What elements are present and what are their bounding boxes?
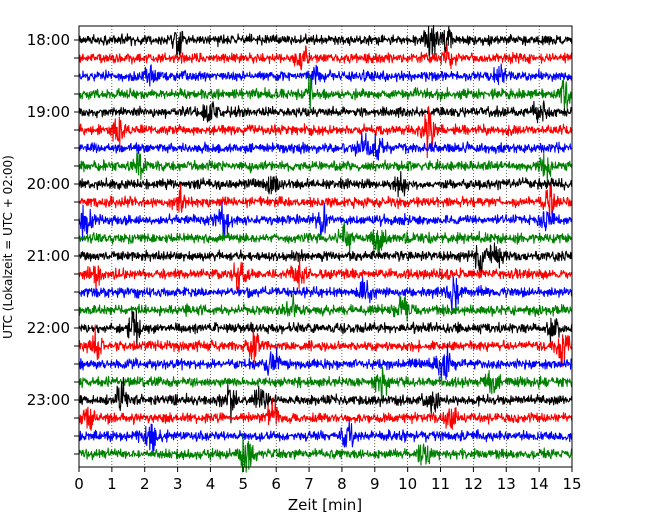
trace-row-2015 — [78, 183, 573, 221]
y-tick-label-2200: 22:00 — [27, 319, 70, 337]
trace-row-2315 — [78, 397, 573, 431]
x-tick-label-11: 11 — [431, 475, 450, 493]
trace-row-2000 — [78, 171, 573, 198]
traces-group — [78, 24, 573, 473]
trace-row-2230 — [78, 343, 573, 381]
plot-frame — [78, 25, 573, 468]
x-tick-label-14: 14 — [530, 475, 549, 493]
trace-row-2030 — [78, 201, 573, 242]
x-tick-label-6: 6 — [271, 475, 281, 493]
trace-row-1915 — [78, 106, 573, 159]
x-tick-label-9: 9 — [370, 475, 380, 493]
trace-row-1800 — [78, 24, 573, 59]
trace-row-2145 — [78, 293, 573, 322]
x-tick-label-0: 0 — [74, 475, 84, 493]
x-tick-label-2: 2 — [140, 475, 150, 493]
trace-row-2300 — [78, 376, 573, 424]
y-tick-label-1800: 18:00 — [27, 31, 70, 49]
trace-row-2345 — [78, 433, 573, 473]
x-tick-label-15: 15 — [562, 475, 581, 493]
trace-row-1945 — [78, 151, 573, 183]
y-tick-label-2300: 23:00 — [27, 391, 70, 409]
x-tick-label-5: 5 — [239, 475, 249, 493]
y-tick-label-2100: 21:00 — [27, 247, 70, 265]
trace-row-2115 — [78, 256, 573, 296]
x-tick-label-4: 4 — [206, 475, 216, 493]
trace-row-1845 — [78, 75, 573, 110]
trace-row-1900 — [78, 100, 573, 124]
x-tick-label-7: 7 — [304, 475, 314, 493]
y-tick-label-2000: 20:00 — [27, 175, 70, 193]
x-tick-label-12: 12 — [464, 475, 483, 493]
trace-row-2045 — [78, 222, 573, 255]
x-tick-label-1: 1 — [107, 475, 117, 493]
trace-row-2215 — [78, 324, 573, 368]
x-axis-label: Zeit [min] — [288, 496, 362, 514]
trace-row-2100 — [78, 242, 573, 273]
trace-row-1815 — [78, 43, 573, 71]
x-tick-label-13: 13 — [497, 475, 516, 493]
x-tick-label-3: 3 — [173, 475, 183, 493]
y-axis-label: UTC (Lokalzeit = UTC + 02:00) — [1, 155, 15, 339]
x-tick-label-10: 10 — [398, 475, 417, 493]
x-ticks-group: 0 1 2 3 4 5 6 7 8 9 10 11 12 13 14 15 — [74, 467, 582, 493]
trace-row-2200 — [78, 310, 573, 349]
trace-row-2245 — [78, 366, 573, 401]
x-tick-label-8: 8 — [337, 475, 347, 493]
trace-row-2330 — [78, 419, 573, 456]
trace-row-1930 — [78, 132, 573, 161]
y-ticks-group: 18:00 19:00 20:00 21:00 22:00 23:00 — [27, 31, 79, 455]
trace-row-2130 — [78, 276, 573, 313]
y-tick-label-1900: 19:00 — [27, 103, 70, 121]
trace-row-1830 — [78, 63, 573, 88]
